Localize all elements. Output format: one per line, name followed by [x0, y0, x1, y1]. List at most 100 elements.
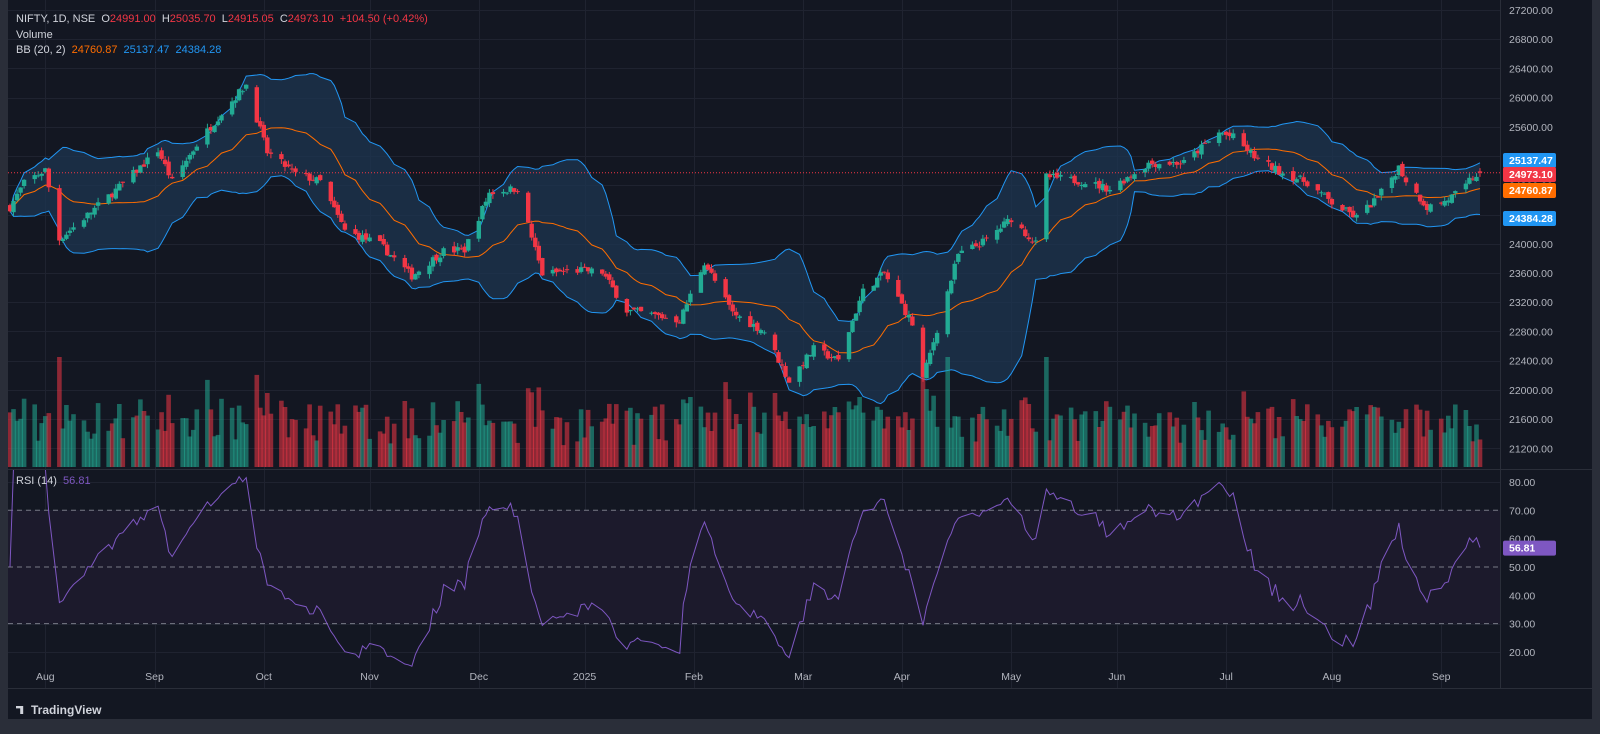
volume-bar — [924, 389, 929, 467]
candle-body — [920, 327, 926, 377]
volume-legend[interactable]: Volume — [16, 29, 56, 41]
candle-body — [1417, 194, 1423, 202]
volume-bar — [1290, 399, 1296, 467]
volume-bar — [977, 414, 982, 467]
rsi-tick-label: 50.00 — [1509, 562, 1535, 574]
bb-legend[interactable]: BB (20, 2) 24760.87 25137.47 24384.28 — [16, 44, 224, 56]
candle-body — [219, 115, 224, 121]
candle-body — [43, 168, 48, 172]
volume-bar — [21, 398, 27, 467]
volume-bar — [1100, 420, 1106, 467]
candle-body — [1453, 191, 1458, 194]
volume-bar — [35, 440, 41, 467]
volume-bar — [95, 403, 101, 467]
volume-bar — [490, 422, 496, 467]
candle-body — [487, 192, 492, 204]
candle-body — [1079, 184, 1084, 187]
rsi-legend[interactable]: RSI (14) 56.81 — [16, 475, 94, 487]
rsi-line — [9, 470, 1481, 667]
volume-bar — [1058, 415, 1063, 467]
time-tick-label: Mar — [794, 671, 813, 683]
price-tick-label: 26000.00 — [1509, 93, 1553, 105]
volume-bar — [677, 424, 683, 467]
candle-body — [145, 157, 150, 165]
volume-bar — [931, 395, 936, 467]
volume-bar — [159, 412, 164, 467]
bb-mid-badge: 24760.87 — [1503, 183, 1556, 198]
candle-body — [748, 316, 753, 328]
volume-bar — [240, 422, 245, 467]
volume-bar — [659, 404, 665, 467]
candle-body — [836, 355, 841, 360]
ohlc-legend: NIFTY, 1D, NSE O24991.00 H25035.70 L2491… — [16, 13, 431, 25]
candle-body — [772, 334, 778, 351]
time-tick-label: May — [1001, 671, 1022, 683]
volume-bar — [751, 406, 757, 467]
candle-body — [480, 206, 485, 220]
volume-bar — [927, 410, 933, 467]
volume-bar — [120, 438, 126, 467]
volume-bar — [857, 397, 862, 467]
volume-bar — [1438, 418, 1444, 467]
volume-bar — [109, 423, 115, 467]
volume-bar — [501, 421, 506, 467]
volume-bar — [1001, 409, 1007, 467]
candle-body — [1231, 133, 1236, 139]
volume-bar — [46, 413, 52, 467]
candle-body — [57, 188, 62, 241]
volume-bar — [1216, 431, 1222, 467]
volume-bar — [829, 415, 834, 467]
volume-bar — [1414, 404, 1419, 467]
volume-bar — [1199, 430, 1204, 467]
volume-bar — [846, 401, 852, 467]
candle-body — [1047, 174, 1053, 178]
bb-lower-line — [9, 170, 1481, 405]
candle-body — [857, 300, 862, 313]
candle-body — [1100, 184, 1105, 191]
volume-bar — [113, 418, 119, 467]
volume-bar — [487, 420, 492, 467]
candle-body — [1280, 173, 1285, 176]
candle-body — [607, 274, 612, 280]
volume-bar — [1442, 432, 1447, 467]
volume-bar — [1047, 440, 1053, 467]
candle-body — [1273, 165, 1278, 173]
volume-bar — [1068, 407, 1074, 467]
ohlc-close: C24973.10 — [279, 13, 334, 25]
price-tick-label: 23200.00 — [1509, 297, 1553, 309]
candle-body — [1121, 180, 1127, 184]
volume-bar — [134, 415, 140, 467]
volume-bar — [71, 414, 76, 467]
candle-body — [561, 270, 566, 272]
candle-body — [1266, 160, 1271, 162]
candle-body — [134, 169, 140, 173]
time-tick-label: Aug — [1323, 671, 1342, 683]
time-tick-label: Nov — [360, 671, 379, 683]
volume-bar — [1097, 427, 1102, 467]
volume-bar — [356, 411, 362, 467]
candle-body — [783, 366, 788, 377]
candle-body — [1178, 163, 1183, 165]
volume-bar — [903, 412, 908, 467]
candle-body — [191, 151, 196, 155]
volume-bar — [1171, 426, 1176, 467]
tradingview-logo[interactable]: TradingView — [16, 703, 101, 717]
candle-body — [490, 192, 496, 195]
volume-bar — [166, 394, 171, 467]
volume-bar — [64, 405, 69, 467]
bb-upper-line — [9, 73, 1481, 322]
volume-bar — [878, 409, 883, 467]
volume-bar — [466, 417, 471, 467]
brand-text: TradingView — [31, 703, 102, 717]
candle-body — [1216, 132, 1222, 143]
volume-bar — [303, 428, 309, 467]
ohlc-high: H25035.70 — [161, 13, 216, 25]
volume-bar — [106, 430, 111, 467]
candle-body — [614, 285, 619, 298]
volume-bar — [1400, 428, 1405, 467]
symbol-label[interactable]: NIFTY, 1D, NSE — [16, 13, 96, 25]
volume-bar — [409, 408, 415, 467]
candle-body — [504, 192, 510, 194]
price-tick-label: 24000.00 — [1509, 239, 1553, 251]
